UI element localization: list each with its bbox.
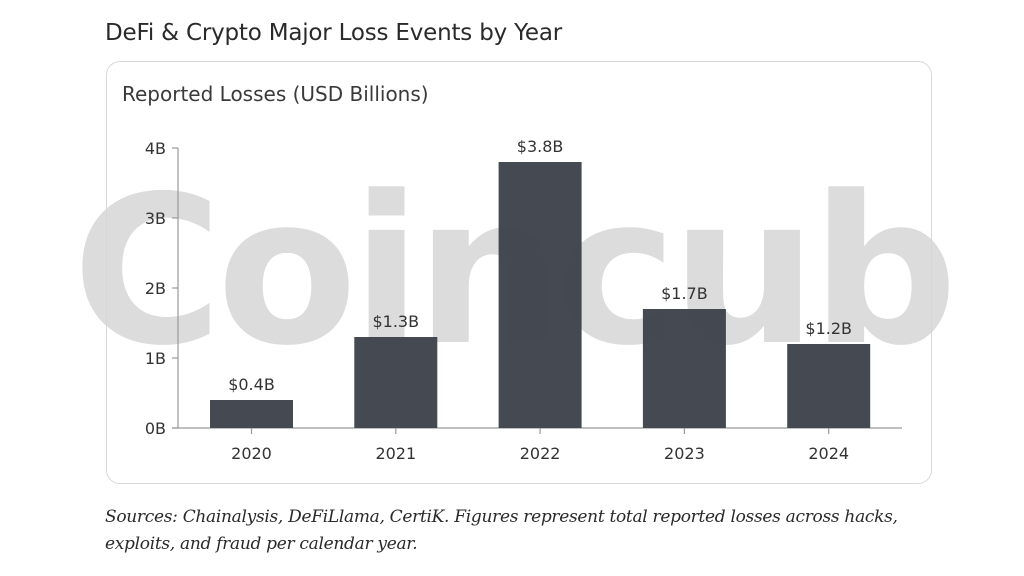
data-label: $0.4B [228,375,275,394]
data-label: $1.2B [805,319,852,338]
data-label: $1.3B [372,312,419,331]
x-tick-label: 2021 [375,444,416,463]
y-tick-label: 1B [145,349,166,368]
chart-title: Reported Losses (USD Billions) [122,82,429,106]
y-tick-label: 4B [145,139,166,158]
x-tick-label: 2020 [231,444,272,463]
bar-2024 [787,344,871,428]
x-tick-label: 2022 [520,444,561,463]
bar-2021 [354,337,438,428]
x-tick-label: 2023 [664,444,705,463]
y-tick-label: 3B [145,209,166,228]
bar-2022 [498,162,582,428]
data-label: $1.7B [661,284,708,303]
y-tick-label: 2B [145,279,166,298]
y-tick-label: 0B [145,419,166,438]
x-tick-label: 2024 [808,444,849,463]
bar-2020 [210,400,293,428]
data-label: $3.8B [517,137,564,156]
page-title: DeFi & Crypto Major Loss Events by Year [105,20,563,46]
bar-2023 [642,309,726,428]
footnote: Sources: Chainalysis, DeFiLlama, CertiK.… [105,507,898,554]
